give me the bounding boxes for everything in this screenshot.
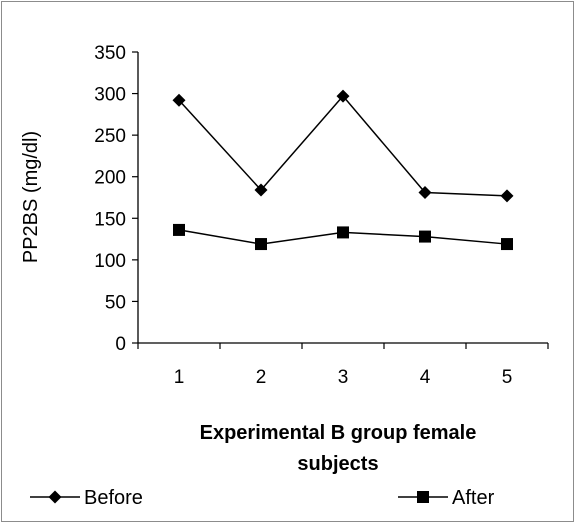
x-tick-label: 5	[502, 367, 513, 388]
data-point	[254, 183, 268, 197]
y-tick-label: 0	[115, 334, 126, 355]
x-axis-ticks: 1 2 3 4 5	[137, 343, 549, 388]
y-axis-ticks: 0 50 100 150 200 250 300 350	[94, 43, 138, 355]
legend-item-after: After	[398, 487, 495, 509]
axes	[137, 52, 548, 344]
data-point	[500, 189, 514, 203]
series-line	[178, 94, 508, 197]
data-point	[337, 226, 349, 239]
y-tick-label: 300	[94, 85, 126, 106]
y-tick-label: 350	[94, 43, 126, 64]
legend-item-before: Before	[30, 487, 143, 509]
series-group	[172, 89, 514, 251]
legend-label: Before	[84, 487, 143, 509]
y-tick-label: 50	[105, 292, 126, 313]
x-tick-label: 3	[338, 367, 349, 388]
x-tick-label: 2	[256, 367, 267, 388]
x-tick-label: 4	[420, 367, 431, 388]
y-tick-label: 250	[94, 126, 126, 147]
y-tick-label: 200	[94, 168, 126, 189]
legend-marker	[48, 490, 62, 504]
data-point	[255, 238, 267, 251]
legend: Before After	[30, 487, 495, 509]
y-tick-label: 100	[94, 251, 126, 272]
series-after	[173, 223, 513, 251]
data-point	[173, 223, 185, 236]
x-axis-label-line-2: subjects	[297, 453, 378, 475]
y-tick-label: 150	[94, 209, 126, 230]
x-tick-label: 1	[174, 367, 185, 388]
legend-label: After	[452, 487, 495, 509]
data-point	[501, 238, 513, 251]
series-before	[172, 89, 514, 203]
data-point	[419, 230, 431, 243]
data-point	[172, 93, 186, 107]
y-axis-label: PP2BS (mg/dl)	[20, 131, 42, 263]
x-axis-label-line-1: Experimental B group female	[200, 422, 477, 444]
data-point	[336, 89, 350, 103]
data-point	[418, 186, 432, 200]
legend-marker	[417, 491, 429, 503]
